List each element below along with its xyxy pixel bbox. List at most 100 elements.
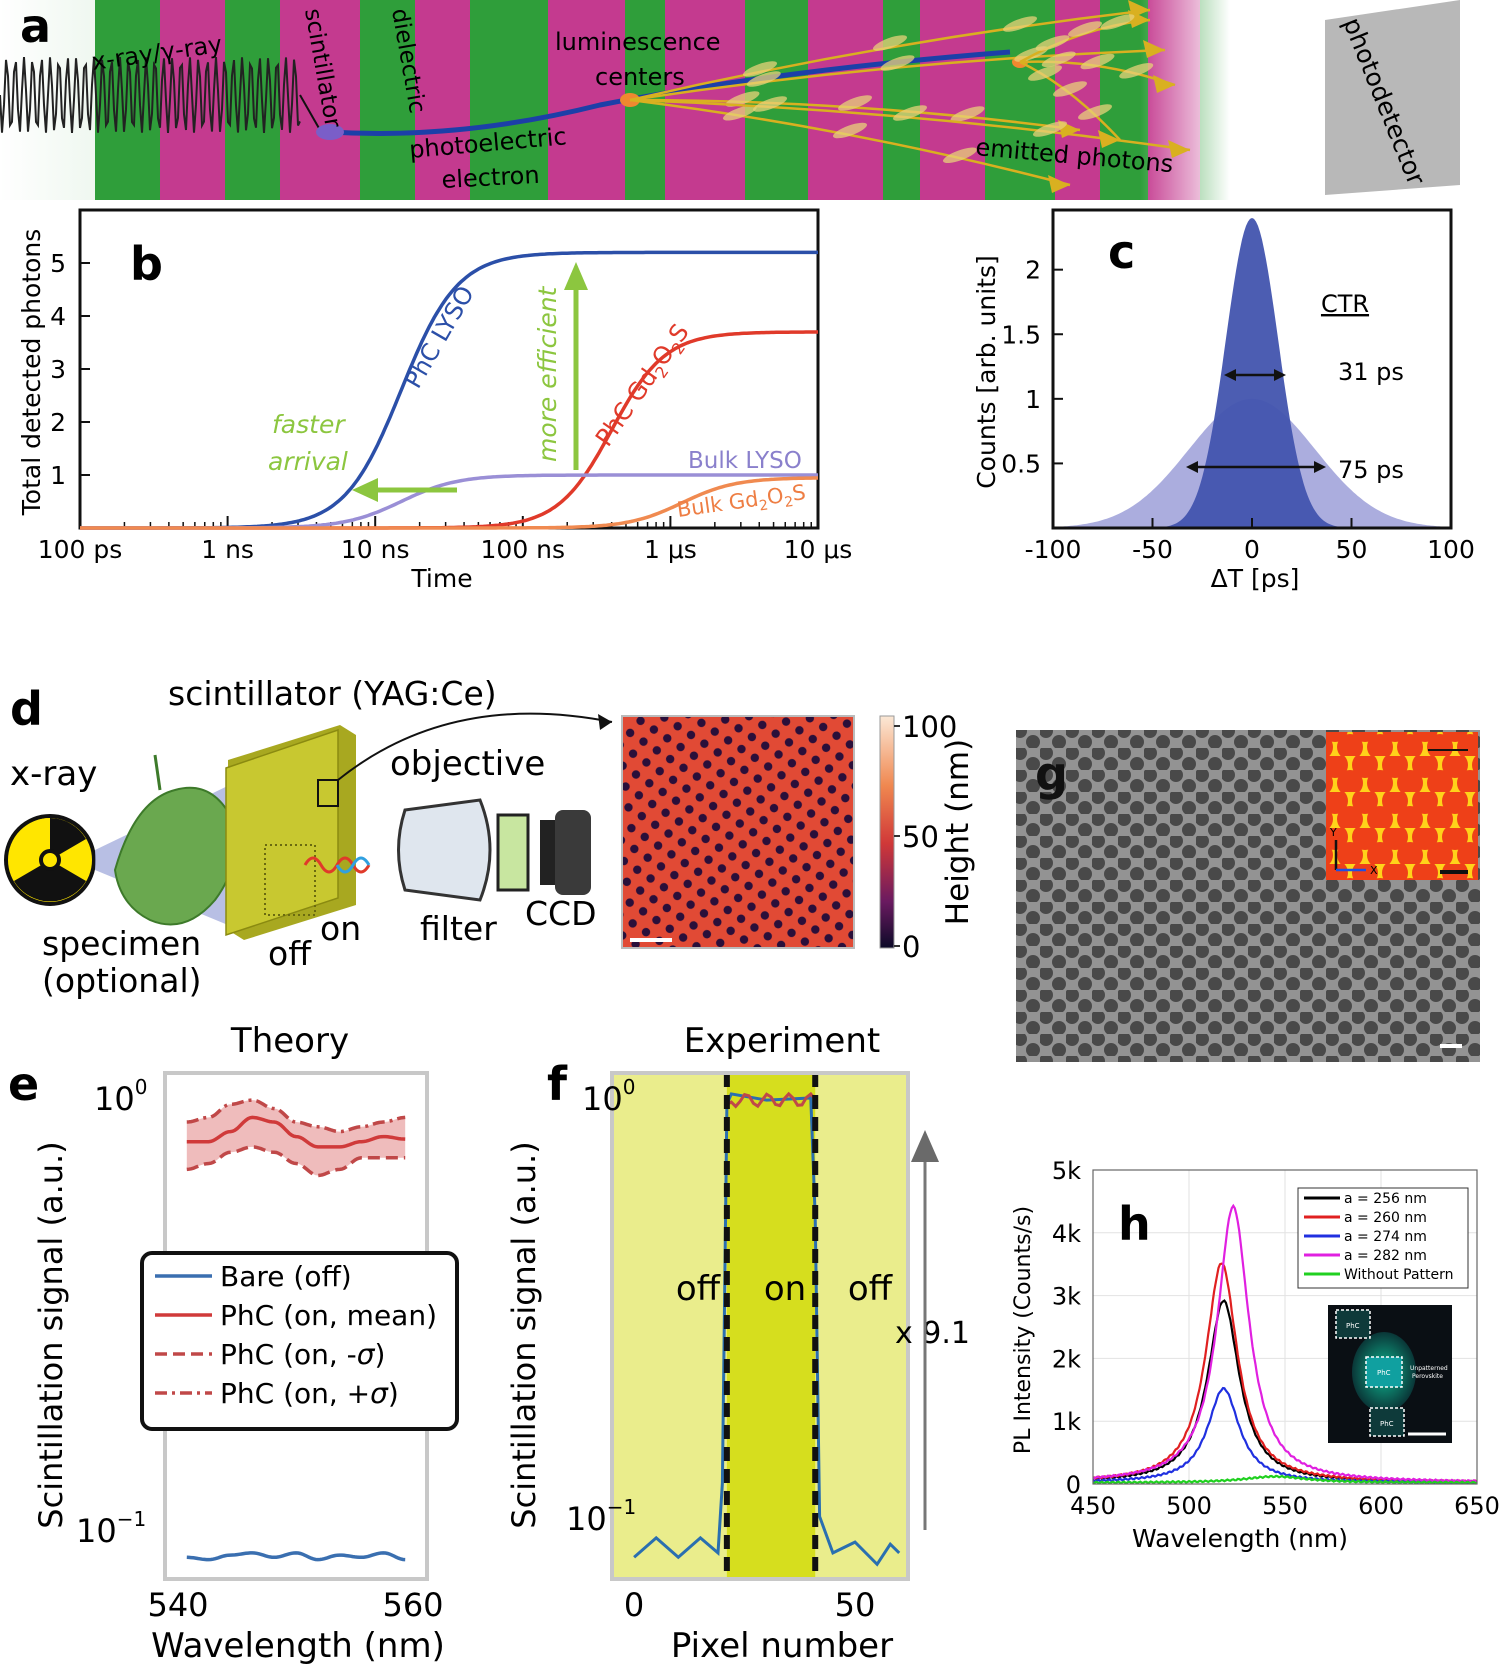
panel-c: -100 -50 0 50 100 0.5 1 1.5 2 c Counts [arb. uni…: [972, 208, 1475, 593]
photon-packet: [1067, 21, 1103, 37]
ytick-f-bottom: 10−1: [566, 1495, 636, 1538]
panel-letter-h: h: [1118, 1197, 1151, 1251]
stripe: [808, 0, 883, 200]
ylabel-f: Scintillation signal (a.u.): [505, 1141, 543, 1528]
curves-f: 0 50: [610, 1071, 910, 1624]
photon-packet: [742, 61, 778, 77]
photon-packet: [1052, 81, 1088, 97]
interaction-point: [316, 124, 344, 140]
radiation-gap: [14, 818, 50, 860]
legend-h-label: a = 274 nm: [1344, 1229, 1427, 1245]
region-label-on: on: [764, 1269, 806, 1309]
ytick-h-label: 4k: [1052, 1220, 1081, 1248]
label-off: off: [268, 934, 312, 973]
legend-h-label: a = 256 nm: [1344, 1191, 1427, 1207]
photon-packet: [1077, 104, 1113, 120]
signal-curve-blue: [633, 1092, 901, 1567]
series-label-phc-lyso: PhC LYSO: [399, 281, 480, 393]
inset-axis-x-label: X: [1370, 864, 1378, 877]
photon-packet: [942, 147, 978, 164]
xlabel-f: Pixel number: [671, 1626, 893, 1666]
photon-arrowhead: [1098, 130, 1120, 148]
ytick-b-label: 5: [50, 249, 66, 278]
panel-a: a x-ray/γ-ray scintillator dielectric lu…: [0, 0, 1460, 200]
faster-arrow-head: [352, 478, 378, 502]
stripe: [415, 0, 470, 200]
cbar-label-100: 100: [902, 710, 957, 744]
ctr-title: CTR: [1321, 290, 1369, 318]
efficient-arrow-head: [564, 262, 588, 290]
objective-lens: [397, 798, 492, 902]
legend-label-minus: PhC (on, -σ): [220, 1338, 385, 1371]
xray-wave: [0, 56, 301, 134]
inset-label-perovskite: Perovskite: [1412, 1373, 1443, 1380]
ytick-h-label: 1k: [1052, 1408, 1081, 1436]
panel-letter-a: a: [20, 0, 51, 53]
photon-packet: [725, 91, 760, 107]
panel-g: g Y X: [1016, 730, 1480, 1062]
radiation-blade-1: [50, 818, 86, 860]
panel-h: 0 1k 2k 3k 4k 5k 450 500 550 600 650 h PL Intensit…: [1011, 1157, 1500, 1553]
ytick-b-label: 3: [50, 355, 66, 384]
panel-letter-b: b: [130, 237, 163, 291]
photon-arrowhead: [1048, 175, 1070, 193]
enhancement-arrow-head: [911, 1130, 939, 1162]
ytick-b-label: 2: [50, 408, 66, 437]
ytick-c-label: 1: [1025, 385, 1041, 414]
panel-letter-c: c: [1108, 225, 1135, 279]
curves-b: [80, 250, 818, 530]
cbar-label-0: 0: [902, 930, 920, 964]
photon-packet: [752, 96, 788, 112]
ytick-c-label: 2: [1025, 256, 1041, 285]
inset-label-unpatterned: Unpatterned: [1410, 1365, 1448, 1372]
ytick-e-bottom: 10−1: [76, 1507, 146, 1550]
label-centers: centers: [595, 63, 685, 91]
stripe: [883, 0, 920, 200]
xtick-e-540: 540: [147, 1586, 208, 1624]
panel-b: 100 ps 1 ns 10 ns 100 ns 1 μs 10 μs 1 2 3 4 5 b To…: [17, 208, 852, 593]
xtick-e-560: 560: [382, 1586, 443, 1624]
curve-phc-mean: [186, 1115, 406, 1149]
axes-frame-b: [78, 208, 820, 530]
ytick-e-top: 100: [94, 1075, 147, 1118]
cbar-label-50: 50: [902, 820, 939, 854]
xtick-f-label: 50: [835, 1586, 876, 1624]
cbar-title: Height (nm): [940, 739, 976, 925]
panel-letter-g: g: [1035, 747, 1068, 801]
label-electron: electron: [441, 161, 540, 194]
region-label-off-left: off: [676, 1269, 722, 1309]
label-xray-d: x-ray: [10, 754, 97, 794]
xtick-b-label: 100 ns: [481, 535, 566, 564]
axes-frame-h: [1092, 1169, 1478, 1485]
on-region-background: [726, 1073, 816, 1579]
label-scintillator-yag: scintillator (YAG:Ce): [168, 674, 497, 713]
radiation-center: [39, 849, 61, 871]
xtick-f-label: 0: [624, 1586, 644, 1624]
annotation-faster: faster: [272, 410, 346, 439]
pl-curve-4: [1092, 1474, 1478, 1485]
label-specimen: specimen: [42, 924, 201, 963]
photon-arrowhead: [1128, 10, 1150, 28]
curves-e: [186, 1098, 406, 1562]
photon-packet: [1041, 51, 1076, 68]
series-label-phc-gos: PhC Gd2O2S: [590, 319, 698, 454]
photon-packet: [832, 122, 868, 139]
legend-e: [140, 1251, 459, 1431]
phc-region-2: [1365, 1356, 1403, 1388]
legend-label-mean: PhC (on, mean): [220, 1299, 437, 1332]
photon-packet: [950, 106, 985, 122]
stripe: [360, 0, 415, 200]
label-objective: objective: [390, 744, 545, 784]
photon-packet: [872, 35, 908, 51]
simulation-inset: [1326, 732, 1478, 880]
filter-element: [496, 813, 530, 892]
xtick-h-label: 500: [1166, 1492, 1212, 1520]
material-stripes: [95, 0, 1200, 200]
xlabel-e: Wavelength (nm): [151, 1626, 445, 1666]
photon-packet: [837, 95, 873, 111]
xtick-b-label: 100 ps: [38, 535, 123, 564]
inset-label-phc-3: PhC: [1380, 1420, 1394, 1428]
xtick-c-label: -50: [1132, 535, 1173, 564]
xtick-h-label: 600: [1358, 1492, 1404, 1520]
afm-image: [621, 715, 855, 949]
